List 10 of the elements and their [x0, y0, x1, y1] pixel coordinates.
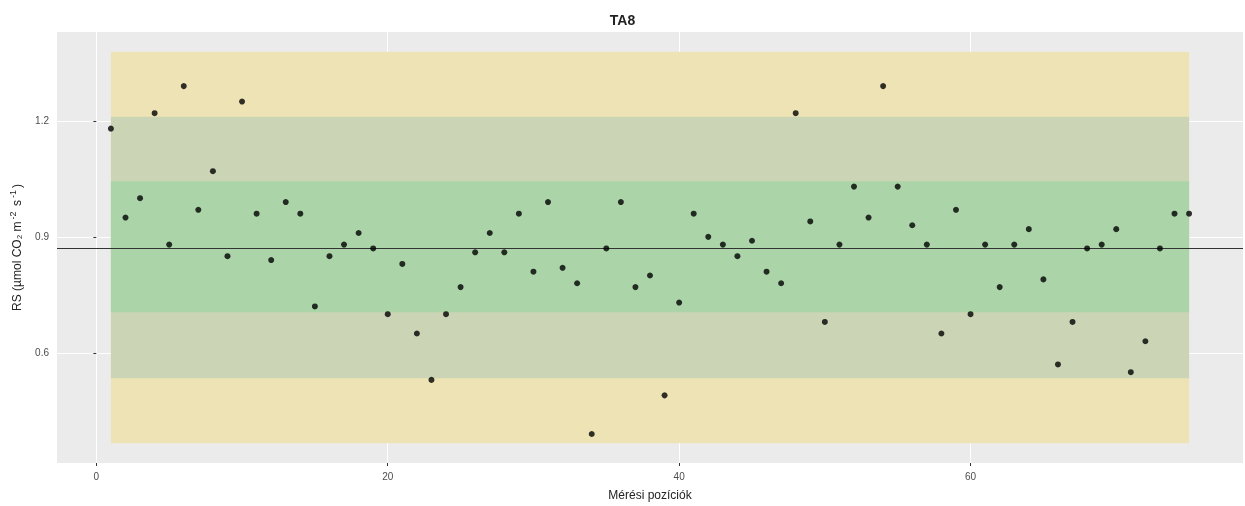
y-tick-label: 0.6: [35, 347, 50, 359]
y-tick-label: 0.9: [35, 231, 50, 243]
y-axis-title: RS (µmol CO₂ m-2 s-1): [7, 184, 24, 311]
x-tick-label: 20: [382, 470, 394, 482]
chart-title: TA8: [609, 12, 636, 28]
y-tick-label: 1.2: [35, 115, 50, 127]
x-axis-title: Mérési pozíciók: [608, 488, 693, 502]
x-tick-label: 0: [93, 470, 100, 482]
x-tick-label: 40: [673, 470, 686, 482]
x-tick-label: 60: [964, 470, 977, 482]
